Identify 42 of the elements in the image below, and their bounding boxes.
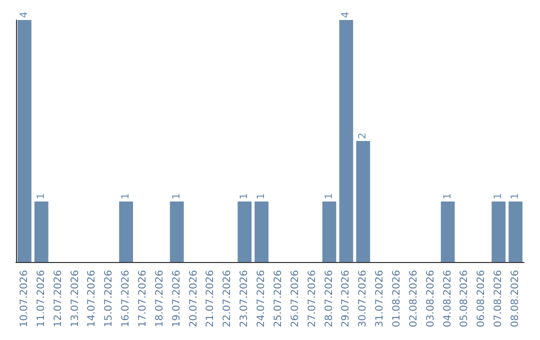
x-tick-label: 26.07.2026 bbox=[290, 270, 301, 328]
x-tick-label: 16.07.2026 bbox=[120, 270, 132, 328]
x-tick-label: 30.07.2026 bbox=[358, 270, 369, 328]
data-label: 2 bbox=[358, 132, 369, 139]
x-tick-label: 06.08.2026 bbox=[476, 270, 488, 328]
x-tick-label: 01.08.2026 bbox=[392, 270, 402, 328]
x-tick-label: 07.08.2026 bbox=[493, 270, 504, 328]
data-label: 1 bbox=[324, 193, 335, 200]
x-tick-label: 15.07.2026 bbox=[104, 270, 115, 328]
x-tick-label: 21.07.2026 bbox=[205, 270, 216, 328]
x-tick-label: 11.07.2026 bbox=[36, 270, 47, 328]
data-label: 4 bbox=[18, 12, 30, 18]
x-tick-label: 25.07.2026 bbox=[272, 270, 284, 328]
x-tick-label: 29.07.2026 bbox=[340, 270, 352, 328]
x-tick-label: 17.07.2026 bbox=[138, 270, 148, 328]
x-tick-label: 18.07.2026 bbox=[154, 270, 166, 328]
x-tick-label: 10.07.2026 bbox=[18, 270, 30, 328]
x-tick-label: 05.08.2026 bbox=[459, 270, 470, 328]
x-tick-label: 23.07.2026 bbox=[239, 270, 250, 328]
x-tick-label: 04.08.2026 bbox=[442, 270, 454, 328]
data-label: 1 bbox=[256, 193, 268, 200]
x-tick-label: 28.07.2026 bbox=[324, 270, 335, 328]
data-label: 1 bbox=[120, 193, 132, 200]
data-label: 1 bbox=[493, 193, 504, 200]
data-label: 1 bbox=[510, 193, 522, 200]
x-tick-label: 24.07.2026 bbox=[256, 270, 268, 328]
x-tick-label: 02.08.2026 bbox=[408, 270, 420, 328]
data-label: 1 bbox=[171, 193, 182, 200]
x-tick-label: 27.07.2026 bbox=[306, 270, 318, 328]
data-label: 1 bbox=[239, 193, 250, 200]
x-tick-label: 22.07.2026 bbox=[222, 270, 234, 328]
data-label: 1 bbox=[442, 193, 454, 200]
x-tick-label: 13.07.2026 bbox=[70, 270, 81, 328]
x-tick-label: 03.08.2026 bbox=[425, 270, 436, 328]
x-tick-label: 08.08.2026 bbox=[510, 270, 522, 328]
x-tick-label: 20.07.2026 bbox=[188, 270, 200, 328]
x-tick-label: 31.07.2026 bbox=[374, 270, 386, 328]
data-label: 1 bbox=[36, 193, 47, 200]
data-label: 4 bbox=[340, 12, 352, 18]
x-tick-label: 12.07.2026 bbox=[52, 270, 64, 328]
x-tick-label: 14.07.2026 bbox=[86, 270, 98, 328]
x-tick-label: 19.07.2026 bbox=[171, 270, 182, 328]
